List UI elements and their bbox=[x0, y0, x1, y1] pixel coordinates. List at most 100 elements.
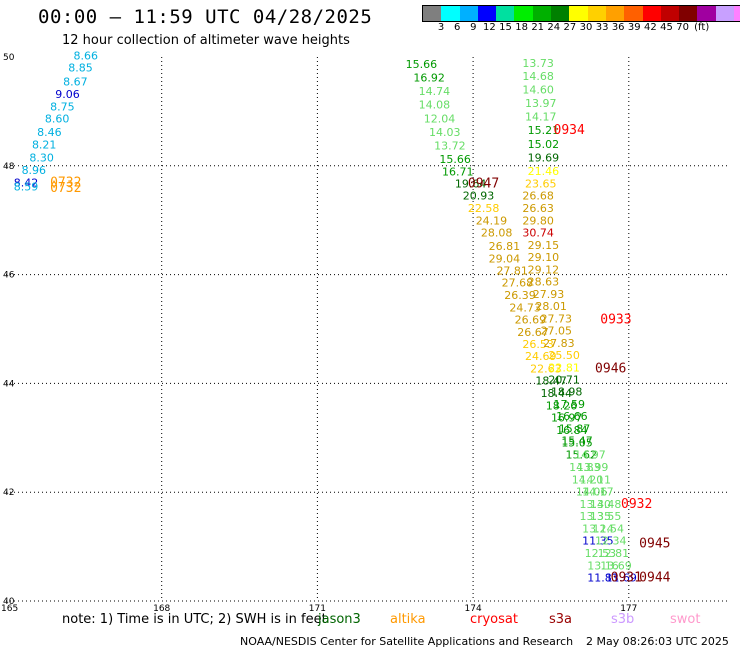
wave-height-value: 28.01 bbox=[535, 300, 567, 313]
wave-height-value: 26.68 bbox=[522, 190, 554, 203]
color-scale-label: 6 bbox=[454, 22, 461, 33]
wave-height-value: 13.40 bbox=[579, 498, 611, 511]
satellite-legend-s3b: s3b bbox=[611, 612, 635, 627]
wave-height-value: 24.73 bbox=[509, 302, 541, 315]
pass-time-label: 0945 bbox=[639, 537, 670, 552]
wave-height-value: 22.81 bbox=[548, 361, 580, 374]
pass-time-label: 0732 bbox=[50, 175, 81, 190]
chart-subtitle: 12 hour collection of altimeter wave hei… bbox=[62, 33, 350, 48]
satellite-legend-jason3: jason3 bbox=[318, 612, 361, 627]
color-scale-label: 12 bbox=[483, 22, 496, 33]
lon-tick-label: 168 bbox=[153, 604, 170, 614]
wave-height-value: 13.35 bbox=[579, 510, 611, 523]
wave-height-value: 8.21 bbox=[32, 138, 57, 151]
color-swatch bbox=[514, 6, 533, 21]
wave-height-value: 13.14 bbox=[582, 522, 614, 535]
wave-height-value: 13.97 bbox=[525, 97, 557, 110]
wave-height-value: 14.11 bbox=[579, 473, 611, 486]
wave-height-value: 14.17 bbox=[582, 485, 614, 498]
wave-height-value: 19.64 bbox=[455, 178, 487, 191]
footer-note: note: 1) Time is in UTC; 2) SWH is in fe… bbox=[62, 612, 327, 627]
color-swatch bbox=[660, 6, 680, 21]
wave-height-value: 11.69 bbox=[605, 571, 637, 584]
pass-time-label: 0946 bbox=[595, 362, 626, 377]
wave-height-value: 26.53 bbox=[522, 338, 554, 351]
satellite-legend-swot: swot bbox=[670, 612, 701, 627]
color-swatch bbox=[715, 6, 735, 21]
pass-time-label: 0933 bbox=[600, 313, 631, 328]
wave-height-value: 15.47 bbox=[561, 434, 593, 447]
wave-height-value: 15.05 bbox=[561, 437, 593, 450]
wave-height-value: 14.20 bbox=[572, 473, 604, 486]
color-swatch bbox=[496, 6, 515, 21]
issued-timestamp: 2 May 08:26:03 UTC 2025 bbox=[586, 635, 729, 648]
wave-height-value: 13.73 bbox=[522, 57, 554, 70]
lat-tick-label: 48 bbox=[3, 162, 15, 172]
wave-height-value: 12.34 bbox=[595, 534, 627, 547]
wave-height-value: 8.42 bbox=[14, 176, 39, 189]
wave-height-value: 13.69 bbox=[600, 559, 632, 572]
lon-tick-label: 171 bbox=[309, 604, 326, 614]
wave-height-value: 14.83 bbox=[569, 461, 601, 474]
wave-height-value: 25.50 bbox=[548, 349, 580, 362]
wave-height-value: 13.72 bbox=[434, 139, 466, 152]
wave-height-value: 11.83 bbox=[587, 571, 619, 584]
wave-height-value: 15.21 bbox=[528, 124, 560, 137]
wave-height-value: 18.47 bbox=[535, 374, 567, 387]
color-scale-label: 39 bbox=[627, 22, 641, 33]
wave-height-value: 13.55 bbox=[590, 510, 622, 523]
color-scale-bar bbox=[422, 5, 740, 22]
wave-height-value: 28.63 bbox=[528, 275, 560, 288]
color-scale-labels: 3 6 9 12 15 18 21 24 27 30 33 36 39 42 45 70 (ft) bbox=[422, 22, 728, 34]
wave-height-value: 14.06 bbox=[576, 485, 608, 498]
color-scale-label: 27 bbox=[563, 22, 577, 33]
wave-height-value: 27.68 bbox=[502, 277, 534, 290]
color-scale-label: 3 bbox=[437, 22, 445, 33]
wave-height-value: 16.84 bbox=[556, 424, 588, 437]
wave-height-value: 14.17 bbox=[525, 111, 557, 124]
wave-height-value: 27.81 bbox=[496, 265, 528, 278]
color-swatch bbox=[477, 6, 497, 21]
lon-tick-label: 177 bbox=[620, 604, 637, 614]
wave-height-value: 12.81 bbox=[598, 547, 630, 560]
lat-tick-label: 40 bbox=[3, 597, 15, 607]
wave-height-value: 8.66 bbox=[73, 50, 98, 63]
pass-time-label: 0944 bbox=[639, 570, 670, 585]
wave-height-value: 15.87 bbox=[559, 422, 591, 435]
color-swatch bbox=[532, 6, 552, 21]
satellite-legend-s3a: s3a bbox=[549, 612, 573, 627]
wave-height-value: 15.62 bbox=[565, 448, 597, 461]
color-scale-label: 42 bbox=[644, 22, 657, 33]
color-swatch bbox=[679, 6, 698, 21]
wave-height-value: 12.04 bbox=[424, 112, 456, 125]
wave-height-value: 9.06 bbox=[55, 88, 79, 101]
wave-height-value: 13.99 bbox=[577, 461, 609, 474]
wave-height-value: 27.83 bbox=[543, 337, 575, 350]
pass-time-label: 0931 bbox=[611, 570, 642, 585]
color-scale-label: 30 bbox=[579, 22, 593, 33]
wave-height-value: 18.26 bbox=[546, 400, 578, 413]
wave-height-value: 14.68 bbox=[522, 70, 554, 83]
wave-height-value: 14.03 bbox=[429, 126, 461, 139]
wave-height-value: 8.67 bbox=[63, 75, 88, 88]
wave-height-value: 20.93 bbox=[463, 190, 495, 203]
wave-height-value: 30.74 bbox=[522, 227, 554, 240]
pass-time-label: 0932 bbox=[621, 497, 652, 512]
wave-height-value: 22.58 bbox=[468, 202, 500, 215]
wave-height-value: 29.12 bbox=[528, 264, 560, 277]
color-swatch bbox=[587, 6, 606, 21]
color-swatch bbox=[551, 6, 570, 21]
wave-height-value: 12.54 bbox=[592, 522, 624, 535]
wave-height-value: 29.15 bbox=[528, 239, 560, 252]
lon-tick-label: 165 bbox=[1, 604, 18, 614]
wave-height-value: 21.46 bbox=[528, 165, 560, 178]
wave-height-value: 26.39 bbox=[504, 289, 536, 302]
wave-height-value: 26.67 bbox=[517, 326, 549, 339]
wave-height-value: 29.04 bbox=[489, 253, 520, 266]
color-scale-label: 18 bbox=[515, 22, 528, 33]
wave-height-value: 12.53 bbox=[585, 547, 617, 560]
wave-height-value: 29.80 bbox=[522, 215, 554, 228]
color-scale-label: 21 bbox=[531, 22, 545, 33]
color-swatch bbox=[423, 6, 442, 21]
